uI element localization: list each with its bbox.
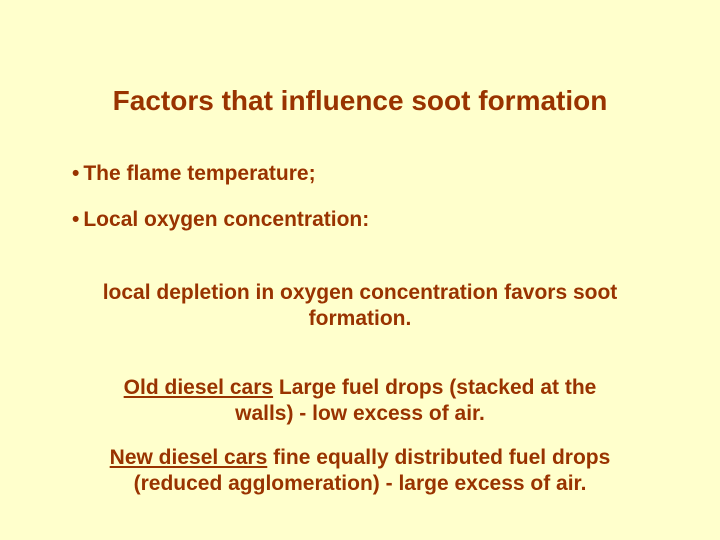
bullet-marker: • bbox=[72, 162, 79, 185]
bullet-marker: • bbox=[72, 208, 79, 231]
bullet-text: Local oxygen concentration: bbox=[83, 208, 369, 231]
new-cars-paragraph: New diesel cars fine equally distributed… bbox=[100, 445, 620, 498]
old-cars-paragraph: Old diesel cars Large fuel drops (stacke… bbox=[100, 375, 620, 428]
slide-title: Factors that influence soot formation bbox=[60, 85, 660, 117]
old-cars-text: Large fuel drops (stacked at the walls) … bbox=[235, 376, 596, 425]
bullet-item: •Local oxygen concentration: bbox=[72, 208, 660, 232]
bullet-text: The flame temperature; bbox=[83, 162, 315, 185]
slide: Factors that influence soot formation •T… bbox=[0, 0, 720, 540]
old-cars-label: Old diesel cars bbox=[124, 376, 273, 399]
new-cars-label: New diesel cars bbox=[110, 446, 268, 469]
bullet-item: •The flame temperature; bbox=[72, 162, 660, 186]
statement-paragraph: local depletion in oxygen concentration … bbox=[90, 280, 630, 333]
